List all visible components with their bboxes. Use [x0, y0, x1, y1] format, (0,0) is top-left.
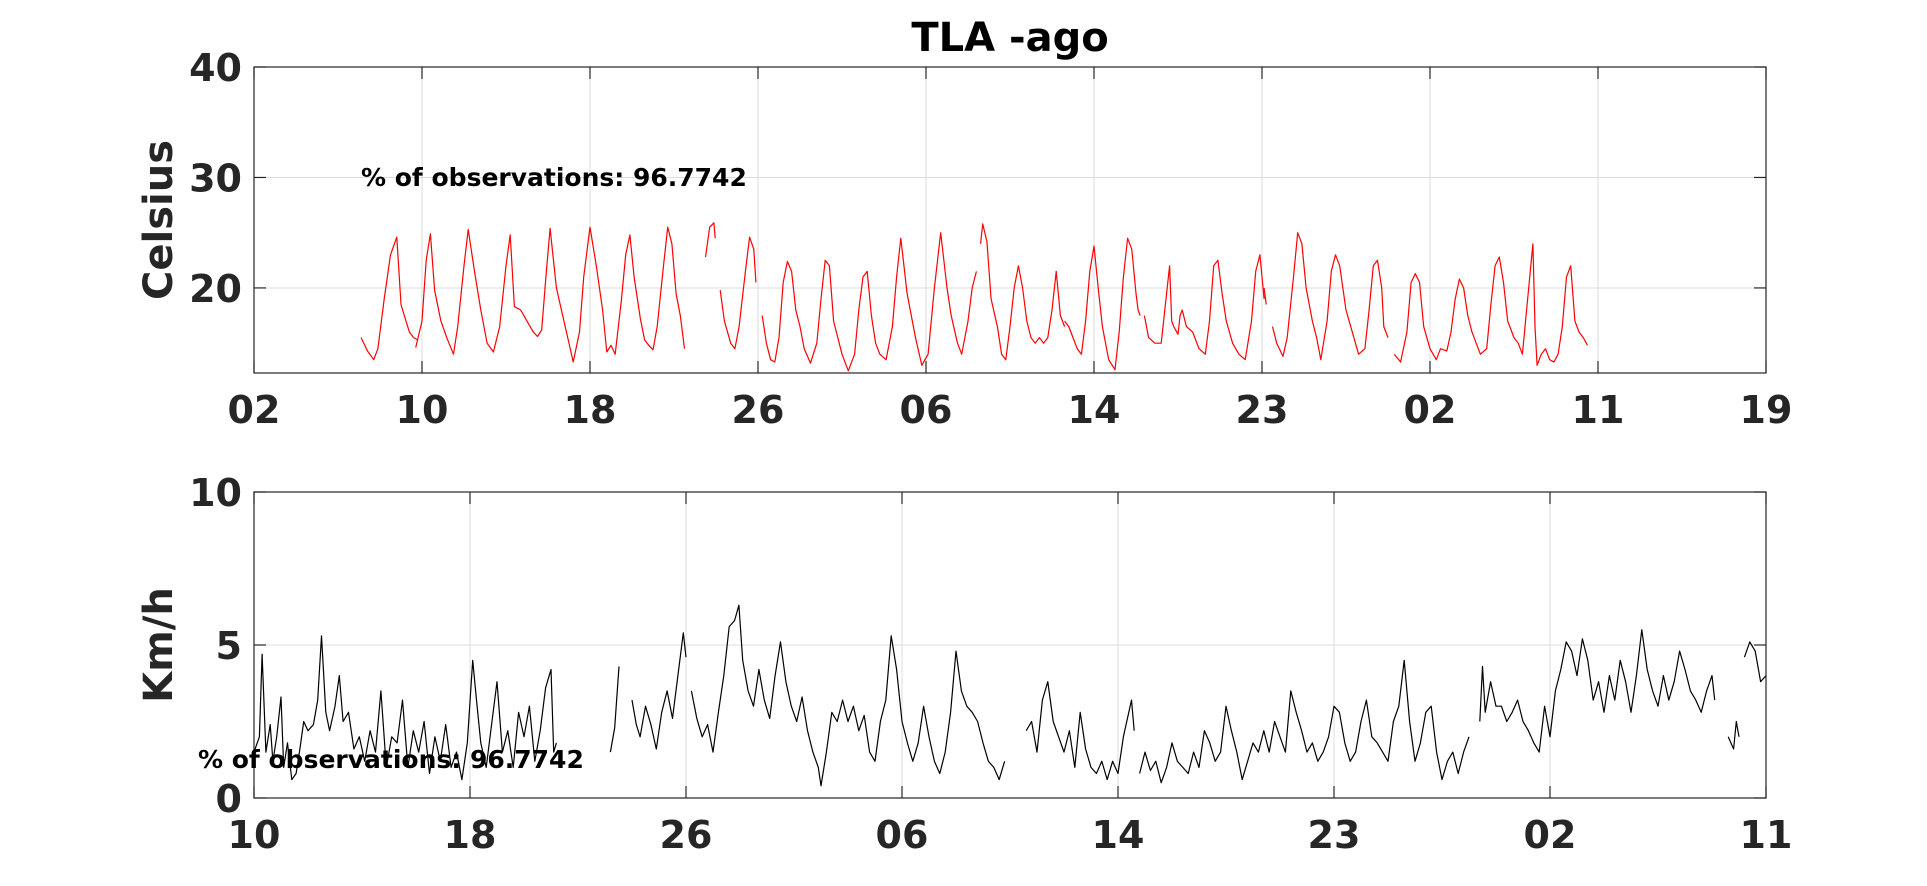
series-line-segment — [690, 604, 1006, 787]
x-tick-label: 11 — [1572, 388, 1625, 432]
y-tick-label: 5 — [216, 624, 242, 668]
observations-annotation: % of observations: 96.7742 — [198, 745, 584, 774]
x-tick-label: 14 — [1092, 813, 1145, 857]
x-tick-label: 02 — [1404, 388, 1457, 432]
x-tick-label: 26 — [660, 813, 713, 857]
series-line-segment — [609, 666, 620, 753]
series-line-segment — [415, 226, 686, 363]
series-line-segment — [254, 635, 557, 781]
series-line-segment — [1727, 720, 1740, 750]
wind-speed-panel: 10 18 26 06 14 23 02 11 0 5 10 Km/h % of observation… — [136, 471, 1927, 857]
series-0 — [254, 604, 1927, 787]
x-tick-label: 06 — [900, 388, 953, 432]
x-tick-label: 18 — [564, 388, 617, 432]
x-tick-label: 10 — [228, 813, 281, 857]
series-line-segment — [719, 236, 757, 350]
series-line-segment — [1271, 232, 1389, 361]
series-line-segment — [631, 632, 687, 750]
chart-title: TLA -ago — [911, 15, 1108, 61]
series-line-segment — [1139, 659, 1470, 784]
y-tick-label: 30 — [189, 156, 242, 200]
series-line-segment — [1064, 237, 1141, 371]
x-tick-label: 26 — [732, 388, 785, 432]
y-tick-label: 40 — [189, 46, 242, 90]
x-tick-label: 06 — [876, 813, 929, 857]
x-tick-label: 18 — [444, 813, 497, 857]
series-line-segment — [761, 232, 977, 372]
x-tick-label: 02 — [1524, 813, 1577, 857]
y-axis-label: Celsius — [136, 140, 182, 300]
series-line-segment — [1143, 254, 1265, 361]
series-line-segment — [1479, 629, 1716, 753]
temperature-panel: 02 10 18 26 06 14 23 02 11 19 20 30 40 Celsius % of ob… — [136, 46, 1792, 432]
x-tick-label: 19 — [1740, 388, 1793, 432]
series-line-segment — [1769, 651, 1927, 783]
series-line-segment — [360, 236, 415, 361]
series-line-segment — [1393, 243, 1589, 366]
y-axis-label: Km/h — [136, 587, 182, 703]
x-tick-label: 14 — [1068, 388, 1121, 432]
series-line-segment — [980, 223, 1066, 361]
x-tick-label: 10 — [396, 388, 449, 432]
x-tick-label: 11 — [1740, 813, 1793, 857]
series-line-segment — [704, 222, 716, 258]
axes-frame — [253, 66, 1767, 374]
series-0 — [360, 222, 1589, 372]
series-line-segment — [1743, 641, 1766, 683]
y-tick-label: 10 — [189, 471, 242, 515]
series-line-segment — [1025, 681, 1135, 781]
y-tick-label: 0 — [216, 777, 242, 821]
x-tick-label: 23 — [1308, 813, 1361, 857]
x-tick-label: 02 — [228, 388, 281, 432]
x-tick-label: 23 — [1236, 388, 1289, 432]
y-tick-label: 20 — [189, 267, 242, 311]
series-line-segment — [1263, 287, 1267, 305]
observations-annotation: % of observations: 96.7742 — [361, 163, 747, 192]
